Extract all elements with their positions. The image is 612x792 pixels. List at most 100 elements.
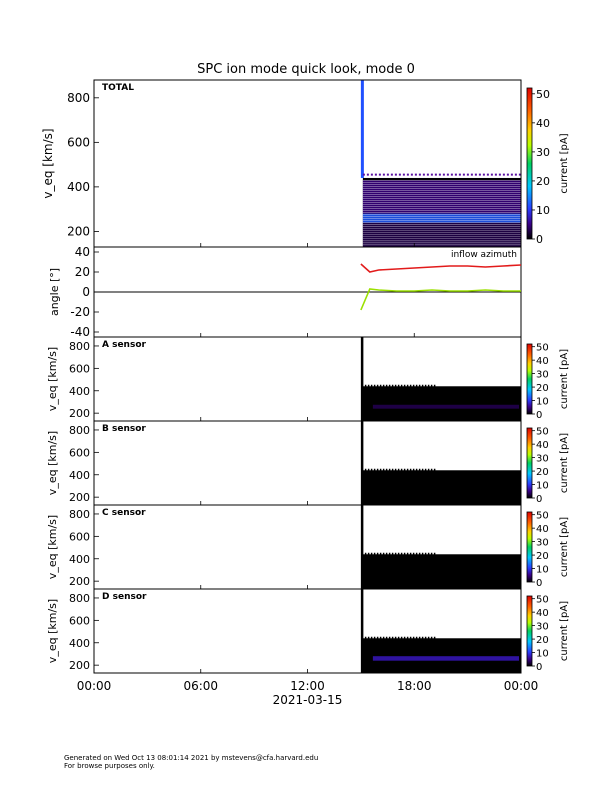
data-region <box>362 470 521 505</box>
y-tick-label: 400 <box>69 637 90 650</box>
colorbar-tick-label: 20 <box>536 551 549 562</box>
footer-generated: Generated on Wed Oct 13 08:01:14 2021 by… <box>64 754 319 762</box>
x-tick-label: 18:00 <box>397 679 432 693</box>
y-axis-label: v_eq [km/s] <box>41 128 55 198</box>
footer: Generated on Wed Oct 13 08:01:14 2021 by… <box>64 754 318 770</box>
panel-total: 200 400 600 800 TOTAL v_eq [km/s] 0 10 20 30 40 50 c… <box>41 79 570 248</box>
colorbar-tick-label: 30 <box>536 622 549 633</box>
y-tick-label: 0 <box>82 285 90 299</box>
colorbar-tick-label: 30 <box>536 146 550 159</box>
colorbar-tick-label: 40 <box>536 117 550 130</box>
y-tick-label: 400 <box>69 385 90 398</box>
x-tick-label: 12:00 <box>290 679 325 693</box>
colorbar-label: current [pA] <box>559 133 570 193</box>
y-tick-label: -40 <box>70 325 90 339</box>
footer-note: For browse purposes only. <box>64 762 155 770</box>
y-tick-label: 800 <box>69 592 90 605</box>
panel-angle: -40 -20 0 20 40 inflow azimuth angle [°] <box>48 245 522 339</box>
colorbar-label: current [pA] <box>559 517 570 577</box>
chart-title: SPC ion mode quick look, mode 0 <box>197 62 415 77</box>
y-axis-label: v_eq [km/s] <box>46 431 59 495</box>
y-tick-label: 40 <box>75 245 90 259</box>
panel-c: 200 400 600 800 C sensor v_eq [km/s] 0 10 20 30 40… <box>46 504 570 590</box>
x-tick-label: 00:00 <box>77 679 112 693</box>
y-tick-label: 800 <box>67 91 90 105</box>
panel-label: C sensor <box>102 508 146 518</box>
y-tick-label: 600 <box>69 614 90 627</box>
colorbar-label: current [pA] <box>559 433 570 493</box>
colorbar-tick-label: 0 <box>536 494 542 505</box>
data-region <box>362 554 521 589</box>
colorbar-tick-label: 10 <box>536 649 549 660</box>
colorbar <box>526 343 533 415</box>
colorbar-tick-label: 50 <box>536 88 550 101</box>
y-tick-label: 600 <box>69 530 90 543</box>
y-tick-label: 200 <box>69 407 90 420</box>
x-tick-label: 00:00 <box>504 679 539 693</box>
energy-band-1 <box>362 213 521 223</box>
y-tick-label: 400 <box>67 180 90 194</box>
y-tick-label: 400 <box>69 469 90 482</box>
y-axis-label: angle [°] <box>48 268 61 316</box>
y-tick-label: 800 <box>69 424 90 437</box>
colorbar-tick-label: 20 <box>536 383 549 394</box>
panel-label: B sensor <box>102 424 146 434</box>
colorbar-tick-label: 10 <box>536 481 549 492</box>
colorbar-tick-label: 10 <box>536 397 549 408</box>
colorbar-tick-label: 20 <box>536 467 549 478</box>
initial-beam <box>360 80 364 178</box>
y-tick-label: 800 <box>69 340 90 353</box>
y-axis-label: v_eq [km/s] <box>46 347 59 411</box>
colorbar-tick-label: 40 <box>536 440 549 451</box>
colorbar-tick-label: 10 <box>536 565 549 576</box>
colorbar-tick-label: 0 <box>536 410 542 421</box>
panel-label: A sensor <box>102 340 147 350</box>
initial-beam <box>360 421 364 505</box>
colorbar-tick-label: 40 <box>536 608 549 619</box>
colorbar-label: current [pA] <box>559 601 570 661</box>
y-tick-label: 600 <box>67 135 90 149</box>
colorbar-tick-label: 50 <box>536 427 549 438</box>
angle-series-1 <box>360 288 521 311</box>
colorbar <box>526 595 533 667</box>
y-tick-label: 600 <box>69 362 90 375</box>
panel-label: TOTAL <box>102 83 134 93</box>
colorbar-tick-label: 50 <box>536 595 549 606</box>
colorbar-tick-label: 50 <box>536 343 549 354</box>
colorbar-tick-label: 0 <box>536 662 542 673</box>
initial-beam <box>360 337 364 421</box>
panel-a: 200 400 600 800 A sensor v_eq [km/s] 0 10 20 30 40… <box>46 336 570 422</box>
y-tick-label: 400 <box>69 553 90 566</box>
colorbar-tick-label: 40 <box>536 524 549 535</box>
y-tick-label: 200 <box>69 575 90 588</box>
colorbar-tick-label: 0 <box>536 578 542 589</box>
y-tick-label: -20 <box>70 305 90 319</box>
y-tick-label: 20 <box>75 265 90 279</box>
angle-series-0 <box>360 263 522 273</box>
x-axis-date: 2021-03-15 <box>273 693 343 707</box>
y-tick-label: 200 <box>69 491 90 504</box>
panel-d: 200 400 600 800 D sensor v_eq [km/s] 0 10 20 30 40… <box>46 588 570 674</box>
y-axis-label: v_eq [km/s] <box>46 599 59 663</box>
colorbar-label: current [pA] <box>559 349 570 409</box>
colorbar-tick-label: 20 <box>536 175 550 188</box>
x-tick-label: 06:00 <box>183 679 218 693</box>
y-axis-label: v_eq [km/s] <box>46 515 59 579</box>
y-tick-label: 800 <box>69 508 90 521</box>
y-tick-label: 200 <box>67 224 90 238</box>
data-region <box>362 386 521 421</box>
colorbar <box>526 511 533 583</box>
initial-beam <box>360 505 364 589</box>
panel-label: D sensor <box>102 592 147 602</box>
colorbar-tick-label: 50 <box>536 511 549 522</box>
colorbar-tick-label: 30 <box>536 370 549 381</box>
y-tick-label: 200 <box>69 659 90 672</box>
data-region <box>362 638 521 673</box>
annotation-label: inflow azimuth <box>451 250 517 260</box>
colorbar <box>526 427 533 499</box>
initial-beam <box>360 589 364 673</box>
colorbar-tick-label: 30 <box>536 454 549 465</box>
x-axis: 00:00 06:00 12:00 18:00 00:00 2021-03-15 <box>77 679 539 707</box>
